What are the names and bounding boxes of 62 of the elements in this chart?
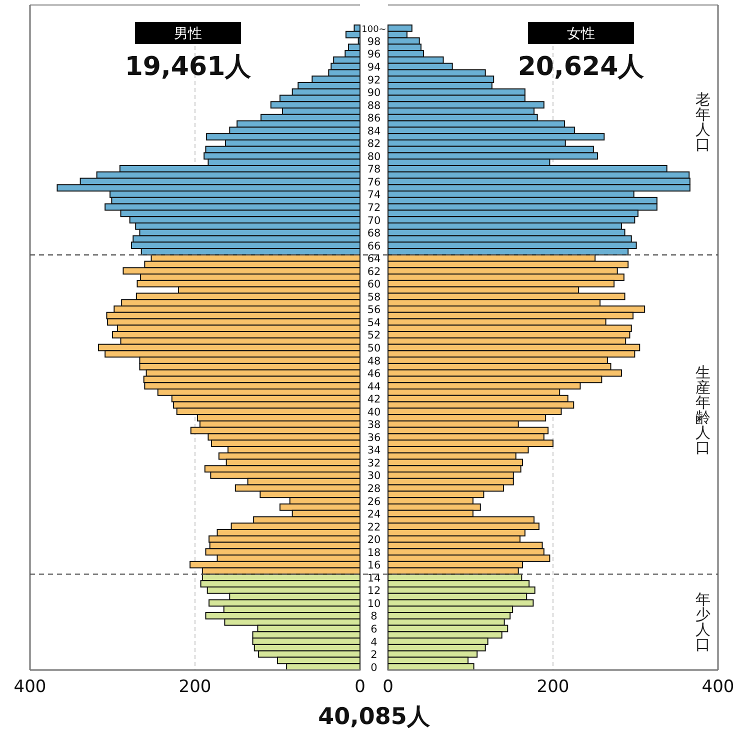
y-tick-label: 2	[370, 649, 378, 662]
y-tick-label: 16	[367, 560, 381, 572]
y-tick-label: 72	[367, 202, 381, 214]
y-tick-label: 4	[370, 636, 378, 648]
y-tick-label: 32	[367, 457, 381, 470]
y-tick-label: 40	[367, 406, 381, 418]
y-tick-label: 20	[367, 534, 381, 546]
y-tick-label: 14	[367, 572, 381, 584]
y-tick-label: 6	[370, 623, 378, 636]
y-tick-label: 58	[367, 291, 381, 304]
y-tick-label: 38	[367, 419, 381, 432]
y-tick-label: 88	[367, 100, 381, 112]
y-tick-label: 44	[367, 380, 381, 393]
y-tick-label: 84	[367, 125, 381, 138]
annotation: 生産年齢人口	[696, 364, 710, 456]
y-tick-label: 0	[370, 662, 378, 674]
y-tick-label: 86	[367, 112, 381, 125]
text: 40,085人	[318, 704, 431, 730]
text: 20,624人	[518, 52, 646, 82]
y-tick-label: 36	[367, 432, 381, 444]
y-tick-label: 60	[367, 278, 381, 291]
y-tick-label: 12	[367, 585, 381, 598]
x-tick-label: 200	[536, 677, 570, 697]
y-tick-label: 100~	[362, 25, 386, 36]
chart-title: 女性	[567, 26, 595, 42]
x-tick-label: 400	[702, 677, 734, 697]
y-tick-label: 62	[367, 266, 381, 278]
y-tick-label: 18	[367, 546, 381, 559]
y-tick-label: 28	[367, 482, 381, 495]
y-tick-label: 24	[367, 508, 381, 521]
chart-title: 男性	[174, 26, 202, 42]
y-tick-label: 42	[367, 394, 381, 406]
y-tick-label: 48	[367, 355, 381, 368]
y-tick-label: 74	[367, 189, 381, 202]
y-tick-label: 50	[367, 342, 381, 354]
y-tick-label: 82	[367, 138, 381, 150]
y-tick-label: 98	[367, 36, 381, 48]
y-tick-label: 54	[367, 316, 381, 329]
text: 19,461人	[124, 52, 252, 82]
y-tick-label: 96	[367, 48, 381, 61]
y-tick-label: 10	[367, 598, 381, 610]
y-tick-label: 30	[367, 470, 381, 482]
y-tick-label: 52	[367, 330, 381, 342]
y-tick-label: 8	[370, 610, 378, 623]
y-tick-label: 78	[367, 164, 381, 176]
y-tick-label: 66	[367, 240, 381, 252]
y-tick-label: 92	[367, 74, 381, 86]
y-tick-label: 68	[367, 228, 381, 240]
y-tick-label: 76	[367, 176, 381, 188]
y-tick-label: 46	[367, 368, 381, 380]
annotation: 年少人口	[696, 590, 710, 654]
y-tick-label: 34	[367, 444, 381, 457]
annotation: 老年人口	[696, 90, 710, 154]
y-tick-label: 70	[367, 214, 381, 227]
y-tick-label: 56	[367, 304, 381, 316]
y-tick-label: 94	[367, 62, 381, 74]
x-tick-label: 200	[178, 677, 212, 697]
y-tick-label: 22	[367, 521, 381, 534]
x-tick-label: 400	[14, 677, 46, 697]
y-tick-label: 26	[367, 496, 381, 508]
y-tick-label: 80	[367, 150, 381, 163]
y-tick-label: 90	[367, 87, 381, 100]
